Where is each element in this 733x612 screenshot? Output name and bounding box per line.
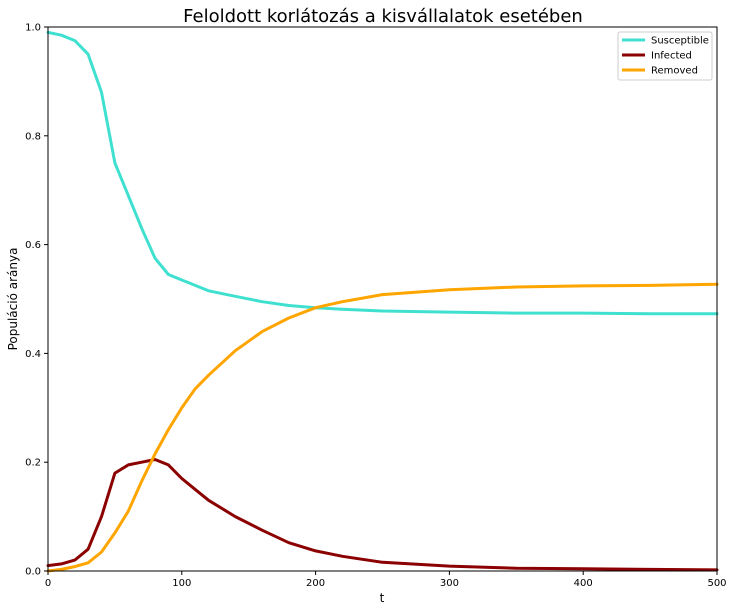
y-axis-label: Populáció aránya <box>6 248 20 351</box>
x-tick-label: 0 <box>45 578 51 589</box>
x-tick-label: 300 <box>440 578 459 589</box>
legend-label-infected: Infected <box>651 51 692 62</box>
x-axis-label: t <box>380 591 385 605</box>
y-axis-ticks: 0.0 0.2 0.4 0.6 0.8 1.0 <box>25 23 48 578</box>
y-tick-label: 0.2 <box>25 458 41 469</box>
legend-label-susceptible: Susceptible <box>651 36 709 47</box>
series-line-removed <box>46 282 719 573</box>
y-tick-label: 0.4 <box>25 349 41 360</box>
series-line-infected <box>46 458 719 572</box>
x-tick-label: 100 <box>172 578 191 589</box>
plot-area <box>46 26 719 573</box>
lines-layer <box>46 30 719 573</box>
x-tick-label: 200 <box>306 578 325 589</box>
x-axis-ticks: 0 100 200 300 400 500 <box>45 571 727 589</box>
y-tick-label: 0.0 <box>25 567 41 578</box>
series-line-susceptible <box>46 30 719 316</box>
legend: Susceptible Infected Removed <box>617 31 713 81</box>
legend-box <box>617 31 713 81</box>
y-tick-label: 0.6 <box>25 240 41 251</box>
x-tick-label: 400 <box>574 578 593 589</box>
y-tick-label: 0.8 <box>25 131 41 142</box>
y-tick-label: 1.0 <box>25 23 41 34</box>
plot-frame <box>47 26 718 572</box>
legend-label-removed: Removed <box>651 66 698 77</box>
x-tick-label: 500 <box>707 578 726 589</box>
chart-title: Feloldott korlátozás a kisvállalatok ese… <box>183 6 583 27</box>
